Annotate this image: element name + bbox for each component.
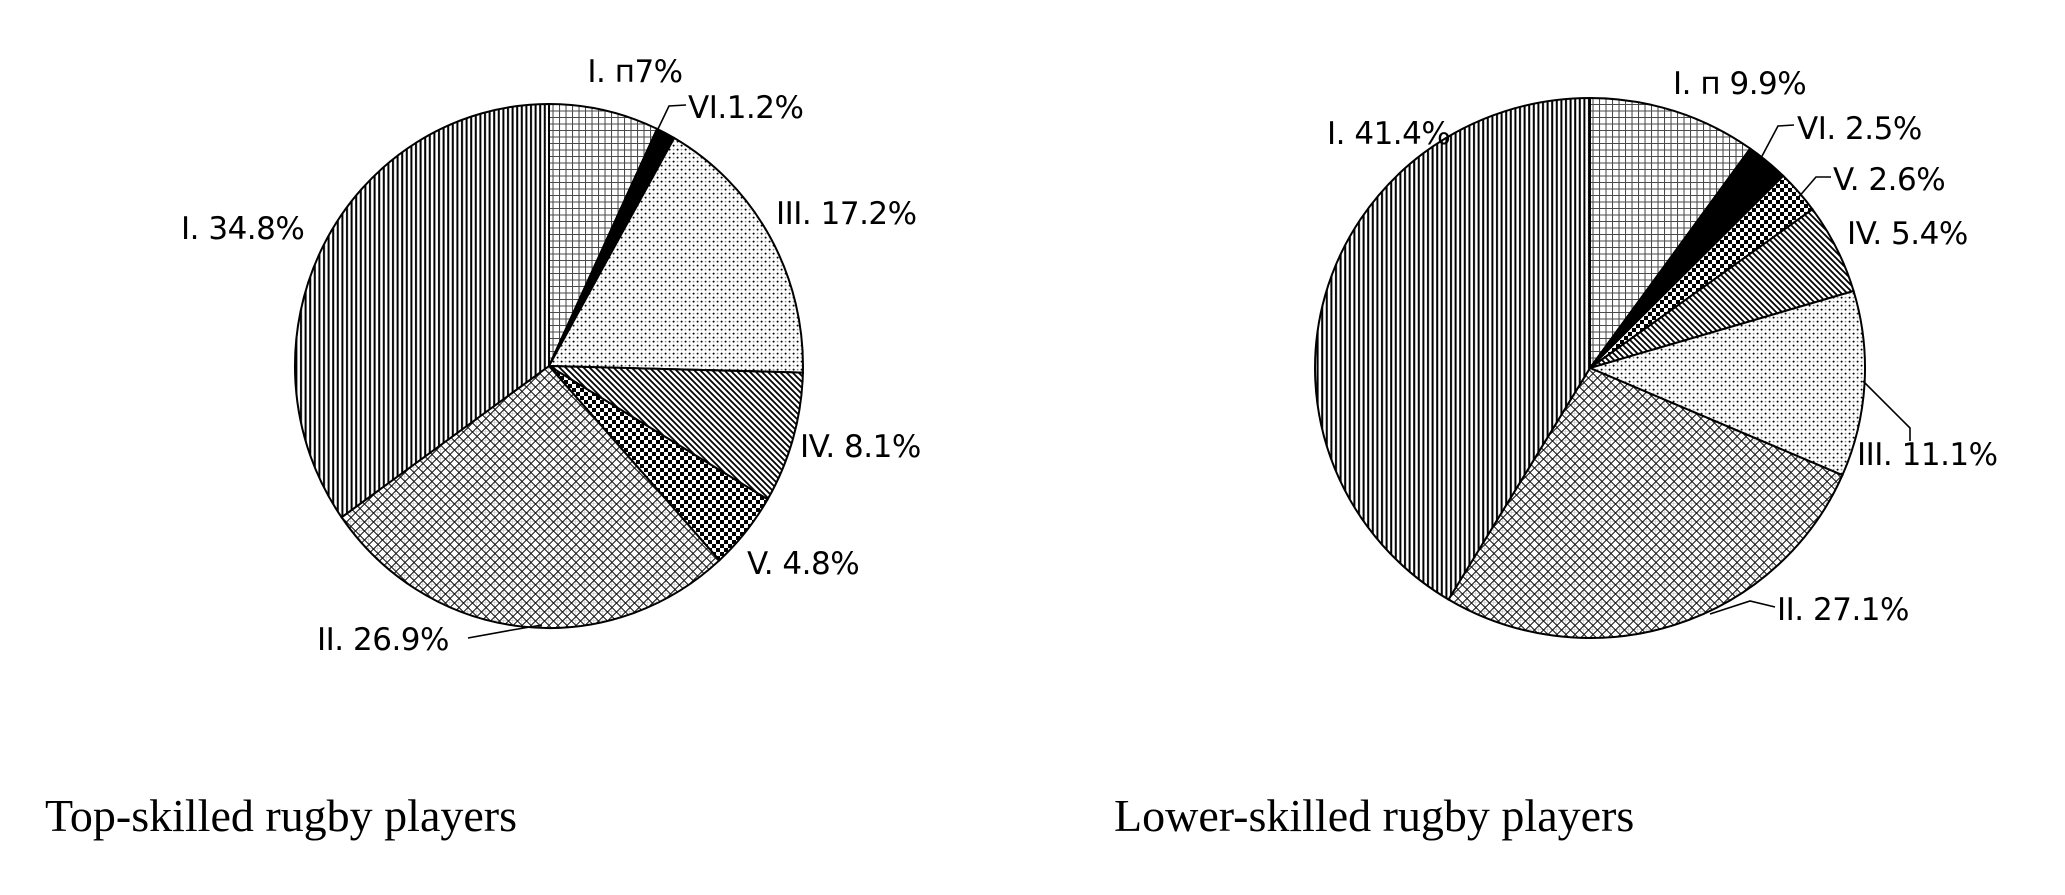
leader-line [1760,124,1795,159]
leader-line [467,624,543,639]
slice-label-left-I-p: I. п7% [587,54,683,90]
chart-caption-lower-skilled: Lower-skilled rugby players [1114,790,1635,841]
leader-lines [467,104,1911,639]
leader-line [1796,176,1831,200]
leader-line [1709,600,1776,615]
chart-caption-top-skilled: Top-skilled rugby players [45,790,518,841]
slice-label-right-IV: IV. 5.4% [1847,216,1968,252]
leader-line [1862,380,1911,441]
slice-label-right-I-p: I. п 9.9% [1673,66,1807,102]
slice-label-right-II: II. 27.1% [1777,592,1909,628]
pie-chart-lower-skilled [1314,96,1867,639]
slice-label-left-I: I. 34.8% [181,211,305,247]
pie-slice-left-IV [545,364,804,501]
pie-chart-top-skilled [293,102,804,629]
pie-slice-left-Iп [548,102,659,367]
pie-slice-right-Iп [1589,96,1752,372]
slice-label-left-V: V. 4.8% [747,546,860,582]
pie-slice-right-III [1587,289,1867,477]
slice-label-left-II: II. 26.9% [317,622,449,658]
pie-slice-right-I [1314,96,1591,601]
slice-label-left-III: III. 17.2% [776,196,917,232]
pie-slice-right-II [1447,366,1844,639]
slice-label-right-VI: VI. 2.5% [1797,111,1922,147]
slice-label-right-V: V. 2.6% [1833,162,1946,198]
slice-label-left-VI: VI.1.2% [688,90,804,126]
leader-line [656,104,687,132]
slice-label-left-IV: IV. 8.1% [800,429,921,465]
pie-slice-left-II [340,364,721,629]
pie-slice-left-I [293,102,550,519]
slice-label-right-III: III. 11.1% [1857,437,1998,473]
pie-slice-left-III [547,136,804,374]
slice-label-right-I: I. 41.4% [1327,116,1451,152]
